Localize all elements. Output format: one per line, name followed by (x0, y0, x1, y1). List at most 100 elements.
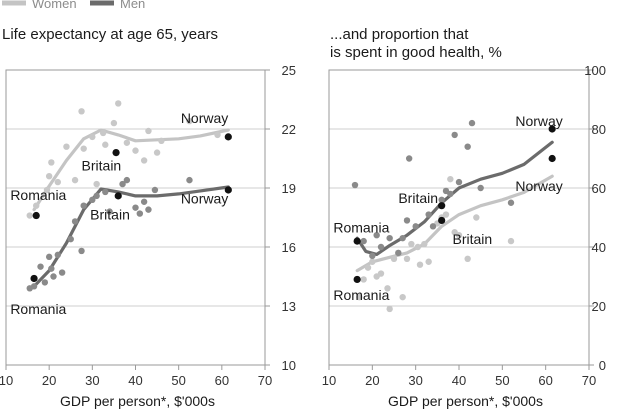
left-men-point-18 (119, 180, 126, 188)
left-women-point-22 (186, 117, 193, 125)
left-annotation-norway-0: Norway (181, 110, 228, 126)
left-women-point-12 (99, 129, 107, 137)
right-x-tick-label-4: 50 (495, 373, 509, 388)
right-men-point-13 (438, 196, 445, 203)
right-women-point-10 (399, 293, 406, 301)
left-men-point-14 (93, 192, 100, 200)
left-y-tick-label-1: 13 (282, 299, 296, 314)
right-men-point-5 (386, 234, 393, 242)
left-women-point-6 (63, 143, 70, 150)
left-annotation-romania-5: Romania (10, 301, 66, 317)
left-women-trend-line (32, 128, 230, 212)
right-men-point-16 (451, 131, 458, 139)
right-men-point-18 (464, 143, 471, 150)
right-men-point-21 (507, 199, 515, 206)
right-trend-lines (355, 140, 554, 273)
left-highlight-norway-women (224, 133, 232, 141)
left-x-tick-label-2: 30 (85, 373, 99, 388)
left-y-tick-label-3: 19 (282, 181, 296, 196)
right-annotation-britain-2: Britain (398, 190, 438, 206)
right-women-point-3 (369, 258, 376, 265)
right-men-point-9 (405, 155, 413, 162)
left-women-point-21 (158, 137, 165, 144)
right-men-point-12 (429, 223, 437, 230)
left-men-point-20 (132, 204, 139, 211)
right-men-point-2 (369, 252, 376, 260)
right-annotation-romania-5: Romania (333, 287, 389, 303)
right-men-point-4 (377, 243, 385, 251)
left-x-tick-label-5: 60 (215, 373, 229, 388)
right-women-point-25 (507, 237, 515, 245)
right-women-point-7 (386, 305, 393, 313)
left-men-trend-line (32, 185, 230, 288)
left-men-point-2 (37, 263, 44, 270)
right-men-point-3 (373, 232, 380, 239)
legend-women-label: Women (32, 0, 77, 11)
right-x-tick-label-0: 10 (322, 373, 336, 388)
right-chart-title-line1: ...and proportion that (330, 26, 469, 43)
left-men-point-11 (78, 247, 85, 255)
left-y-tick-label-5: 25 (282, 63, 296, 78)
left-y-tick-label-2: 16 (282, 240, 296, 255)
right-men-point-7 (399, 234, 406, 242)
left-women-point-7 (71, 176, 79, 184)
right-y-tick-label-1: 20 (592, 299, 606, 314)
left-points (26, 100, 221, 292)
left-highlight-britain-women (112, 149, 120, 157)
right-women-point-24 (473, 214, 480, 221)
left-men-point-24 (151, 186, 159, 194)
left-men-point-25 (186, 176, 193, 184)
right-points (351, 119, 515, 313)
right-annotations: Norway Norway Britain Romania Britain Romania (333, 113, 562, 303)
right-women-point-16 (425, 258, 432, 265)
right-x-tick-label-5: 60 (538, 373, 552, 388)
left-men-point-3 (41, 279, 49, 286)
right-x-tick-label-3: 40 (452, 373, 466, 388)
right-y-tick-label-4: 80 (592, 122, 606, 137)
left-women-point-10 (89, 133, 96, 141)
left-men-point-22 (140, 198, 148, 205)
left-men-point-8 (58, 269, 66, 276)
right-men-point-17 (455, 178, 463, 186)
right-men-point-20 (477, 184, 484, 192)
right-grid (329, 128, 589, 307)
left-women-point-17 (132, 147, 139, 154)
left-women-point-8 (78, 108, 85, 115)
right-women-point-11 (403, 255, 411, 262)
legend-men-label: Men (120, 0, 145, 11)
right-y-tick-label-2: 40 (592, 240, 606, 255)
right-women-point-22 (455, 232, 463, 239)
left-annotation-britain-4: Britain (90, 206, 130, 222)
right-annotation-norway-0: Norway (515, 113, 562, 129)
right-women-point-13 (414, 243, 422, 251)
left-women-point-1 (33, 202, 40, 209)
left-men-point-12 (80, 202, 87, 209)
left-women-point-16 (123, 139, 131, 146)
left-men-point-16 (106, 208, 113, 215)
right-women-point-23 (464, 255, 471, 262)
left-women-point-19 (145, 127, 152, 135)
right-annotation-romania-3: Romania (333, 219, 389, 235)
left-trend-lines (32, 128, 230, 288)
right-women-point-2 (364, 264, 372, 271)
left-men-point-13 (89, 196, 96, 203)
right-men-point-6 (395, 249, 402, 257)
left-annotations: Norway Britain Romania Norway Britain Romania (10, 110, 228, 317)
left-panel: Life expectancy at age 65, years 1013161… (0, 26, 296, 409)
left-women-point-9 (80, 145, 87, 152)
right-women-point-8 (390, 255, 398, 262)
left-men-point-19 (123, 176, 131, 184)
right-men-point-15 (447, 190, 454, 198)
left-x-tick-label-3: 40 (128, 373, 142, 388)
left-x-axis-label: GDP per person*, $'000s (60, 393, 215, 409)
left-x-tick-label-0: 10 (0, 373, 13, 388)
right-women-point-14 (416, 261, 424, 268)
right-men-point-10 (412, 223, 419, 230)
left-men-point-6 (50, 273, 57, 280)
right-highlight-norway-women (548, 154, 556, 163)
right-ticks: 0 20 40 60 80 100 10 20 30 40 50 60 70 (322, 63, 606, 388)
right-men-point-1 (360, 237, 367, 245)
right-men-point-11 (425, 211, 432, 218)
right-x-tick-label-6: 70 (582, 373, 596, 388)
